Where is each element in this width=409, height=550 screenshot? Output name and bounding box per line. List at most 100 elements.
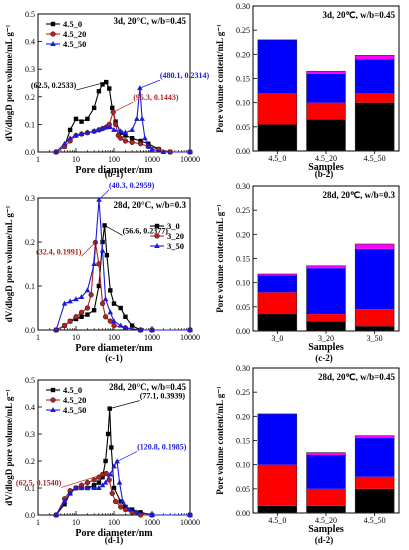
data-point: [96, 485, 102, 490]
data-point: [61, 323, 68, 329]
data-point: [149, 327, 155, 332]
x-tick-label: 10000: [180, 518, 200, 527]
data-point: [139, 115, 145, 121]
data-point: [73, 116, 79, 122]
x-tick-label: 4.5_20: [315, 516, 337, 525]
data-point: [61, 300, 68, 306]
y-tick-label: 0.00: [236, 147, 250, 156]
y-axis-label: Pore volume content/mL g⁻¹: [215, 204, 225, 313]
data-point: [99, 482, 106, 488]
annotation-label: (480.1, 0.2314): [160, 71, 210, 80]
data-point: [73, 132, 79, 138]
data-point: [78, 294, 85, 299]
y-tick-label: 0.00: [236, 327, 250, 336]
y-tick-label: 0.10: [236, 279, 250, 288]
bar-segment: [355, 326, 395, 331]
chart-b-2: 0.00 0.05 0.10 0.15 0.20 0.25 0.30 4.5_0 4.5_20 4…: [215, 2, 400, 179]
bar-segment: [355, 55, 395, 60]
legend-marker: [50, 21, 56, 27]
x-tick-label: 3_20: [318, 334, 334, 343]
data-point: [62, 502, 67, 507]
bar-segment: [257, 124, 297, 151]
y-tick-label: 0.20: [236, 50, 250, 59]
legend-label: 4.5_20: [63, 29, 86, 39]
y-tick-label: 0.25: [236, 206, 250, 215]
data-point: [122, 324, 129, 330]
data-point: [85, 312, 90, 317]
bar-segment: [355, 488, 395, 513]
bar-segment: [306, 314, 346, 322]
x-tick-label: 3_50: [367, 334, 383, 343]
y-tick-label: 0.30: [236, 364, 250, 373]
data-point: [111, 323, 117, 329]
panel-label: (d-1): [105, 535, 124, 545]
y-tick-label: 0.00: [236, 509, 250, 518]
y-tick-label: 0.4: [25, 38, 35, 47]
data-point: [126, 506, 132, 512]
bar-segment: [306, 321, 346, 331]
data-point: [84, 287, 91, 293]
annotation-label: (32.4, 0.1991): [36, 247, 82, 256]
data-point: [73, 314, 79, 320]
x-tick-label: 4.5_0: [268, 154, 286, 163]
bar-segment: [355, 438, 395, 477]
data-point: [91, 128, 97, 134]
chart-d-1: 1 10 100 1000 10000 0.0 0.1 0.2 0.3 0.4 0.5 Pore di…: [4, 376, 200, 545]
y-tick-label: 0.0: [25, 511, 35, 520]
y-tick-label: 0.05: [236, 485, 250, 494]
data-point: [118, 305, 123, 311]
data-point: [123, 133, 128, 138]
data-point: [67, 490, 73, 496]
bar-segment: [355, 476, 395, 489]
panel-label: (c-2): [315, 353, 333, 363]
legend-label: 3_20: [167, 231, 184, 241]
data-point: [129, 139, 135, 145]
data-point: [84, 129, 91, 135]
data-point: [79, 314, 84, 319]
x-tick-label: 10: [72, 333, 80, 342]
data-point: [102, 314, 109, 320]
data-point: [96, 126, 102, 132]
data-point: [116, 479, 123, 485]
bar-segment: [306, 119, 346, 151]
bar-segment: [257, 93, 297, 125]
data-point: [100, 475, 105, 480]
data-point: [118, 135, 124, 141]
data-point: [78, 131, 85, 137]
bar-segment: [257, 275, 297, 293]
bar-segment: [355, 102, 395, 151]
data-point: [112, 498, 119, 505]
legend-marker: [154, 223, 160, 229]
data-point: [96, 89, 102, 94]
plot-frame: [37, 197, 191, 331]
data-point: [187, 149, 193, 154]
data-point: [78, 485, 85, 490]
data-point: [99, 301, 106, 307]
x-tick-label: 4.5_20: [315, 154, 337, 163]
bar-segment: [306, 455, 346, 489]
data-point: [78, 309, 85, 316]
data-point: [103, 458, 108, 464]
bar-segment: [257, 505, 297, 513]
data-point: [111, 463, 117, 469]
bar-segment: [257, 413, 297, 465]
legend-marker: [50, 407, 56, 412]
x-axis-label: Pore diameter/nm: [75, 528, 153, 539]
y-tick-label: 0.15: [236, 437, 250, 446]
y-tick-label: 0.0: [25, 326, 35, 335]
chart-c-1: 1 10 100 1000 10000 0.0 0.1 0.2 0.3 Pore diameter…: [4, 181, 200, 363]
data-point: [53, 327, 59, 332]
y-tick-label: 0.10: [236, 461, 250, 470]
legend-marker: [50, 397, 56, 403]
legend-marker: [50, 387, 56, 393]
annotation-arrow: [81, 242, 96, 257]
panel-label: (c-1): [105, 353, 123, 363]
data-point: [117, 128, 124, 134]
x-tick-label: 10000: [180, 333, 200, 342]
annotation-label: (95.3, 0.1443): [133, 93, 179, 102]
data-point: [67, 318, 73, 324]
series-line-4.5_0: [55, 408, 190, 516]
y-tick-label: 0.3: [25, 65, 35, 74]
data-point: [111, 301, 117, 306]
